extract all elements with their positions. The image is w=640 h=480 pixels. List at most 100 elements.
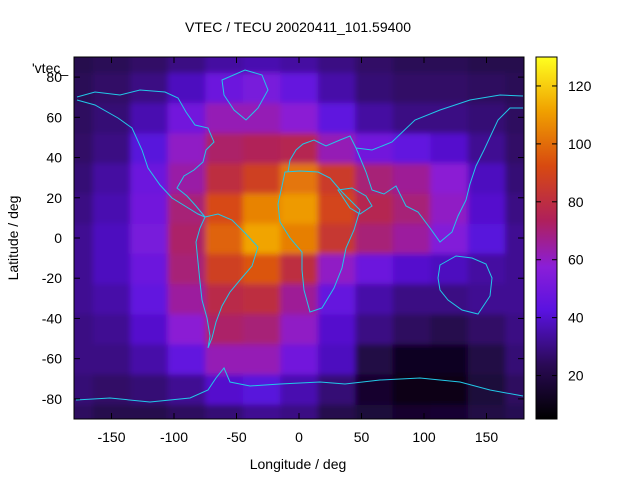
heat-cell: [505, 283, 524, 315]
y-tick-label: -80: [42, 391, 62, 407]
heat-cell: [205, 132, 244, 164]
heat-cell: [430, 192, 469, 224]
heat-cell: [505, 403, 524, 419]
heat-cell: [92, 132, 132, 164]
colorbar-tick-label: 120: [568, 78, 592, 94]
coast-antarctica: [75, 367, 524, 403]
heat-cell: [205, 222, 244, 254]
heat-cell: [92, 192, 132, 224]
heat-cell: [167, 253, 207, 285]
heatmap-cells: [74, 57, 524, 419]
heat-cell: [430, 132, 469, 164]
heat-cell: [392, 403, 432, 419]
colorbar-ticks: 20 40 60 80 100 120: [536, 78, 592, 384]
heat-cell: [74, 192, 94, 224]
heat-cell: [505, 343, 524, 375]
heat-cell: [505, 102, 524, 134]
coast-north-america: [76, 89, 215, 218]
heat-cell: [355, 343, 394, 375]
heat-cell: [355, 57, 394, 73]
coast-australia: [437, 255, 493, 315]
heat-cell: [355, 72, 394, 104]
heat-cell: [392, 72, 432, 104]
coast-arabia: [337, 187, 373, 215]
heat-cell: [167, 343, 207, 375]
heat-cell: [92, 57, 132, 73]
colorbar-tick-label: 20: [568, 368, 584, 384]
heat-cell: [430, 403, 469, 419]
heat-cell: [317, 72, 357, 104]
y-tick-label: -20: [42, 270, 62, 286]
heat-cell: [392, 162, 432, 194]
heat-cell: [130, 72, 169, 104]
x-tick-label: -150: [97, 429, 125, 445]
y-axis-ticks: -80 -60 -40 -20 0 20 40 60 80: [42, 69, 524, 407]
heat-cell: [92, 373, 132, 405]
heat-cell: [205, 57, 244, 73]
y-axis-label: Latitude / deg: [5, 196, 21, 281]
heat-cell: [430, 313, 469, 345]
heat-cell: [92, 222, 132, 254]
heat-cell: [167, 162, 207, 194]
heat-cell: [242, 373, 282, 405]
heat-cell: [167, 283, 207, 315]
heat-cell: [505, 57, 524, 73]
heat-cell: [392, 57, 432, 73]
heat-cell: [317, 283, 357, 315]
heat-cell: [280, 72, 319, 104]
heat-cell: [467, 403, 507, 419]
heat-cell: [467, 253, 507, 285]
heat-cell: [205, 162, 244, 194]
coast-south-america: [195, 213, 259, 349]
colorbar: [535, 56, 558, 420]
coast-north-america-west: [76, 99, 206, 218]
heat-cell: [355, 102, 394, 134]
heat-cell: [205, 373, 244, 405]
heat-cell: [392, 253, 432, 285]
heat-cell: [280, 403, 319, 419]
heat-cell: [130, 162, 169, 194]
heat-cell: [74, 222, 94, 254]
heat-cell: [242, 253, 282, 285]
heat-cell: [355, 253, 394, 285]
heat-cell: [92, 313, 132, 345]
x-tick-label: 50: [354, 429, 370, 445]
y-tick-label: 20: [46, 190, 62, 206]
heat-cell: [430, 253, 469, 285]
heat-cell: [280, 343, 319, 375]
heat-cell: [317, 102, 357, 134]
heat-cell: [74, 283, 94, 315]
heat-cell: [280, 283, 319, 315]
heat-cell: [92, 343, 132, 375]
heat-cell: [242, 102, 282, 134]
heat-cell: [130, 283, 169, 315]
heat-cell: [317, 162, 357, 194]
heat-cell: [392, 132, 432, 164]
heat-cell: [467, 132, 507, 164]
y-tick-label: 0: [54, 230, 62, 246]
heat-cell: [242, 132, 282, 164]
heat-cell: [430, 222, 469, 254]
heat-cell: [430, 373, 469, 405]
heat-cell: [392, 192, 432, 224]
x-tick-label: 150: [475, 429, 499, 445]
heat-cell: [74, 313, 94, 345]
heat-cell: [317, 57, 357, 73]
x-tick-label: -50: [226, 429, 246, 445]
heat-cell: [205, 102, 244, 134]
heat-cell: [167, 102, 207, 134]
heat-cell: [130, 102, 169, 134]
heat-cell: [205, 72, 244, 104]
heat-cell: [205, 253, 244, 285]
heat-cell: [317, 222, 357, 254]
y-tick-label: 40: [46, 150, 62, 166]
heat-cell: [74, 253, 94, 285]
legend-key: 'vtec_: [32, 60, 68, 76]
heat-cell: [92, 403, 132, 419]
heat-cell: [280, 57, 319, 73]
heat-cell: [505, 162, 524, 194]
heat-cell: [505, 132, 524, 164]
coastline-overlay: [75, 69, 524, 403]
heat-cell: [430, 102, 469, 134]
